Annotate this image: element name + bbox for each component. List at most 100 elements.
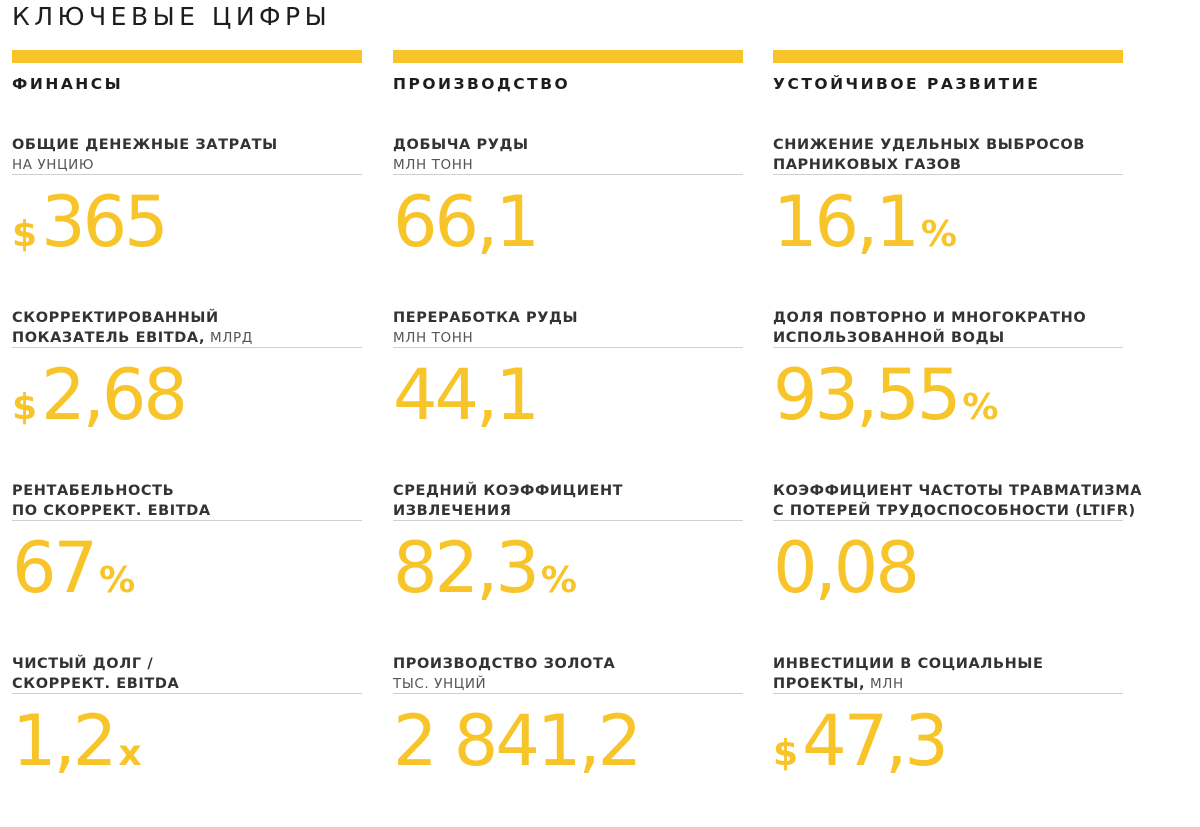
metric-label: РЕНТАБЕЛЬНОСТЬ ПО СКОРРЕКТ. EBITDA: [12, 481, 362, 519]
metric-value: $365: [12, 181, 362, 276]
value-suffix: %: [962, 387, 999, 428]
divider: [393, 347, 743, 348]
metric-label-line1: ИНВЕСТИЦИИ В СОЦИАЛЬНЫЕ: [773, 656, 1044, 672]
metric-label-line2-text: ИЗВЛЕЧЕНИЯ: [393, 503, 512, 519]
metric-card: СРЕДНИЙ КОЭФФИЦИЕНТ ИЗВЛЕЧЕНИЯ 82,3%: [393, 481, 743, 654]
metric-label-line2: ПРОЕКТЫ, МЛН: [773, 674, 1123, 694]
metric-label-line2: С ПОТЕРЕЙ ТРУДОСПОСОБНОСТИ (LTIFR): [773, 501, 1135, 521]
metric-value: 44,1: [393, 354, 743, 436]
value-number: 82,3: [393, 527, 540, 609]
metric-label-line2-text: ПО СКОРРЕКТ. EBITDA: [12, 503, 211, 519]
column-heading: УСТОЙЧИВОЕ РАЗВИТИЕ: [773, 75, 1041, 93]
value-number: 44,1: [393, 354, 540, 436]
metric-card: ИНВЕСТИЦИИ В СОЦИАЛЬНЫЕ ПРОЕКТЫ, МЛН $47,3: [773, 654, 1123, 827]
metric-value: 0,08: [773, 527, 1123, 609]
metric-label: СНИЖЕНИЕ УДЕЛЬНЫХ ВЫБРОСОВ ПАРНИКОВЫХ ГАЗ…: [773, 135, 1123, 173]
accent-bar: [393, 50, 743, 63]
metric-label-line1: ЧИСТЫЙ ДОЛГ /: [12, 656, 154, 672]
metric-card: РЕНТАБЕЛЬНОСТЬ ПО СКОРРЕКТ. EBITDA 67%: [12, 481, 362, 654]
divider: [12, 520, 362, 521]
metric-label: ДОБЫЧА РУДЫ МЛН ТОНН: [393, 135, 743, 173]
metric-card: КОЭФФИЦИЕНТ ЧАСТОТЫ ТРАВМАТИЗМА С ПОТЕРЕЙ…: [773, 481, 1143, 654]
metric-card: СКОРРЕКТИРОВАННЫЙ ПОКАЗАТЕЛЬ EBITDA, МЛРД…: [12, 308, 362, 481]
metric-card: ОБЩИЕ ДЕНЕЖНЫЕ ЗАТРАТЫ НА УНЦИЮ $365: [12, 135, 362, 308]
metric-label-line2: ТЫС. УНЦИЙ: [393, 674, 743, 694]
column-0: ФИНАНСЫ ОБЩИЕ ДЕНЕЖНЫЕ ЗАТРАТЫ НА УНЦИЮ $36…: [12, 50, 362, 827]
value-prefix: $: [12, 214, 38, 255]
value-number: 47,3: [802, 700, 949, 782]
metric-card: ПЕРЕРАБОТКА РУДЫ МЛН ТОНН 44,1: [393, 308, 743, 481]
metric-label: СРЕДНИЙ КОЭФФИЦИЕНТ ИЗВЛЕЧЕНИЯ: [393, 481, 743, 519]
metric-label-line2: ИСПОЛЬЗОВАННОЙ ВОДЫ: [773, 328, 1123, 348]
metric-label-line2-text: ПАРНИКОВЫХ ГАЗОВ: [773, 157, 962, 173]
metric-label-line2: МЛН ТОНН: [393, 155, 743, 175]
metric-value: 2 841,2: [393, 700, 743, 782]
metric-label-line2-text: С ПОТЕРЕЙ ТРУДОСПОСОБНОСТИ (LTIFR): [773, 503, 1136, 519]
value-number: 93,55: [773, 354, 961, 436]
value-number: 16,1: [773, 181, 920, 263]
metric-card: ДОЛЯ ПОВТОРНО И МНОГОКРАТНО ИСПОЛЬЗОВАННО…: [773, 308, 1123, 481]
metric-label-line1: ПРОИЗВОДСТВО ЗОЛОТА: [393, 656, 616, 672]
metric-label-line1: ДОЛЯ ПОВТОРНО И МНОГОКРАТНО: [773, 310, 1087, 326]
value-number: 0,08: [773, 527, 920, 609]
divider: [393, 174, 743, 175]
metric-label: ЧИСТЫЙ ДОЛГ / СКОРРЕКТ. EBITDA: [12, 654, 362, 692]
divider: [12, 693, 362, 694]
metric-label-line2: МЛН ТОНН: [393, 328, 743, 348]
metric-label: ДОЛЯ ПОВТОРНО И МНОГОКРАТНО ИСПОЛЬЗОВАННО…: [773, 308, 1123, 346]
metric-value: 82,3%: [393, 527, 743, 622]
metric-label-line2-text: ТЫС. УНЦИЙ: [393, 676, 487, 692]
metric-value: 66,1: [393, 181, 743, 263]
metric-label-line2: СКОРРЕКТ. EBITDA: [12, 674, 362, 694]
metric-label-line2-text: ПРОЕКТЫ,: [773, 676, 866, 692]
metric-value: $2,68: [12, 354, 362, 449]
divider: [773, 347, 1123, 348]
metric-label-line2: НА УНЦИЮ: [12, 155, 362, 175]
metric-label-line2-text: ИСПОЛЬЗОВАННОЙ ВОДЫ: [773, 330, 1005, 346]
metric-label: СКОРРЕКТИРОВАННЫЙ ПОКАЗАТЕЛЬ EBITDA, МЛРД: [12, 308, 362, 346]
metric-label: ИНВЕСТИЦИИ В СОЦИАЛЬНЫЕ ПРОЕКТЫ, МЛН: [773, 654, 1123, 692]
value-suffix: %: [540, 560, 577, 601]
value-prefix: $: [12, 387, 38, 428]
metric-unit: МЛН: [865, 676, 904, 692]
metric-label: КОЭФФИЦИЕНТ ЧАСТОТЫ ТРАВМАТИЗМА С ПОТЕРЕЙ…: [773, 481, 1143, 521]
value-prefix: $: [773, 733, 799, 774]
value-number: 2 841,2: [393, 700, 642, 782]
column-2: УСТОЙЧИВОЕ РАЗВИТИЕ СНИЖЕНИЕ УДЕЛЬНЫХ ВЫБ…: [773, 50, 1143, 827]
metric-label-line1: ДОБЫЧА РУДЫ: [393, 137, 529, 153]
metric-label: ОБЩИЕ ДЕНЕЖНЫЕ ЗАТРАТЫ НА УНЦИЮ: [12, 135, 362, 173]
metric-value: 93,55%: [773, 354, 1123, 449]
column-heading: ПРОИЗВОДСТВО: [393, 75, 571, 93]
value-number: 1,2: [12, 700, 117, 782]
metric-card: ДОБЫЧА РУДЫ МЛН ТОНН 66,1: [393, 135, 743, 308]
divider: [393, 520, 743, 521]
divider: [12, 174, 362, 175]
metric-label-line2-text: МЛН ТОНН: [393, 330, 474, 346]
value-number: 66,1: [393, 181, 540, 263]
metric-card: СНИЖЕНИЕ УДЕЛЬНЫХ ВЫБРОСОВ ПАРНИКОВЫХ ГАЗ…: [773, 135, 1123, 308]
metric-label-line1: КОЭФФИЦИЕНТ ЧАСТОТЫ ТРАВМАТИЗМА: [773, 483, 1143, 499]
metric-label-line2: ПО СКОРРЕКТ. EBITDA: [12, 501, 362, 521]
metric-label-line2: ИЗВЛЕЧЕНИЯ: [393, 501, 743, 521]
divider: [12, 347, 362, 348]
page-title: КЛЮЧЕВЫЕ ЦИФРЫ: [12, 2, 332, 31]
metric-label-line1: ОБЩИЕ ДЕНЕЖНЫЕ ЗАТРАТЫ: [12, 137, 278, 153]
metric-label-line1: СНИЖЕНИЕ УДЕЛЬНЫХ ВЫБРОСОВ: [773, 137, 1085, 153]
metric-card: ПРОИЗВОДСТВО ЗОЛОТА ТЫС. УНЦИЙ 2 841,2: [393, 654, 743, 827]
value-number: 67: [12, 527, 98, 609]
metric-card: ЧИСТЫЙ ДОЛГ / СКОРРЕКТ. EBITDA 1,2 x: [12, 654, 362, 827]
divider: [393, 693, 743, 694]
column-1: ПРОИЗВОДСТВО ДОБЫЧА РУДЫ МЛН ТОНН 66,1 ПЕРЕР…: [393, 50, 743, 827]
value-number: 2,68: [41, 354, 188, 436]
metric-label-line1: ПЕРЕРАБОТКА РУДЫ: [393, 310, 579, 326]
metric-label-line2: ПОКАЗАТЕЛЬ EBITDA, МЛРД: [12, 328, 362, 348]
accent-bar: [12, 50, 362, 63]
metric-value: 67%: [12, 527, 362, 622]
value-suffix: %: [920, 214, 957, 255]
metric-label-line1: РЕНТАБЕЛЬНОСТЬ: [12, 483, 175, 499]
metric-value: 1,2 x: [12, 700, 362, 795]
value-number: 365: [41, 181, 169, 263]
divider: [773, 520, 1123, 521]
metric-label-line2-text: МЛН ТОНН: [393, 157, 474, 173]
metric-value: 16,1%: [773, 181, 1123, 276]
